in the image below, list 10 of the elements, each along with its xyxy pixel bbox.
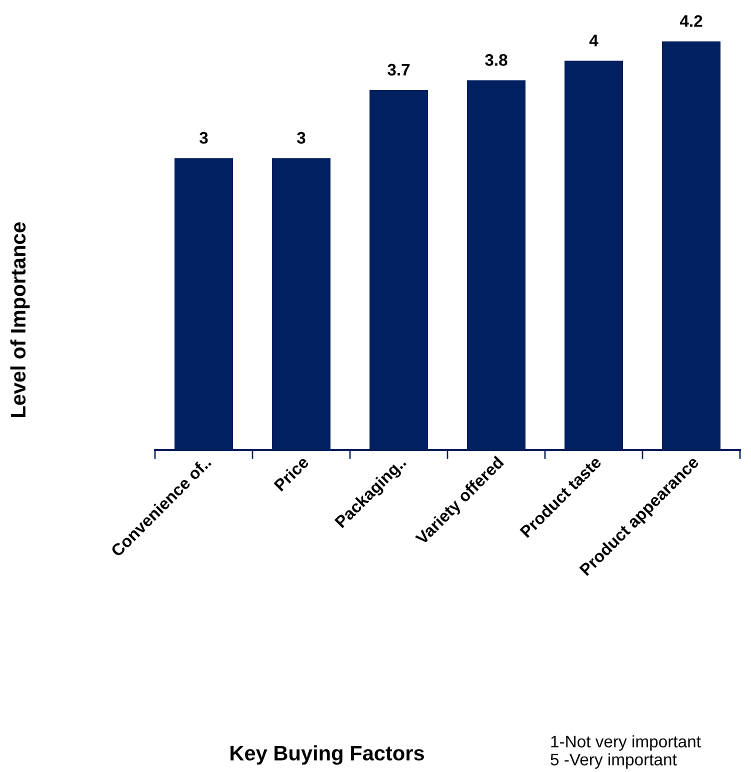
data-label: 3 xyxy=(297,132,306,144)
text: 5 -Very important xyxy=(550,753,677,769)
text: Key Buying Factors xyxy=(230,745,424,765)
text: 1-Not very important xyxy=(551,735,701,751)
data-label: 3.8 xyxy=(485,54,508,66)
text: Level of Importance xyxy=(10,222,30,418)
data-label: 4 xyxy=(589,34,598,46)
data-label: 3.7 xyxy=(388,64,410,76)
data-label: 4.2 xyxy=(680,15,702,27)
data-label: 3 xyxy=(200,132,208,144)
